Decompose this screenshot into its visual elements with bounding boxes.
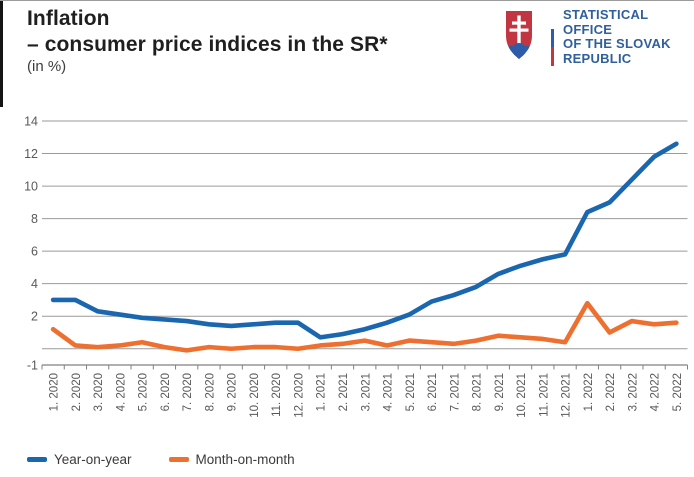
- logo-text: STATISTICAL OFFICE OF THE SLOVAK REPUBLI…: [563, 7, 671, 66]
- x-axis-label: 4. 2021: [383, 373, 395, 411]
- left-border-bar: [0, 0, 3, 107]
- legend-label-month-on-month: Month-on-month: [195, 452, 295, 467]
- x-axis-label: 2. 2020: [71, 373, 83, 411]
- title-line-1: Inflation: [27, 7, 110, 30]
- x-axis-label: 11. 2021: [538, 373, 550, 417]
- x-axis-label: 1. 2021: [316, 373, 328, 411]
- x-axis-label: 7. 2020: [182, 373, 194, 411]
- slovak-coat-of-arms-icon: [506, 11, 532, 59]
- top-border-line: [0, 0, 694, 1]
- logo-text-line: OF THE SLOVAK: [563, 36, 671, 51]
- x-axis-label: 5. 2022: [672, 373, 684, 411]
- x-axis-label: 8. 2020: [204, 373, 216, 411]
- y-axis-label: 12: [24, 147, 38, 161]
- stripe-blue: [551, 28, 554, 48]
- y-axis-label: -1: [27, 359, 38, 373]
- x-axis-label: 6. 2021: [427, 373, 439, 411]
- x-axis-label: 3. 2021: [360, 373, 372, 411]
- y-axis-label: 14: [24, 115, 38, 129]
- stripe-white: [551, 10, 554, 29]
- series-line-month-on-month: [50, 300, 679, 353]
- x-axis-label: 5. 2020: [138, 373, 150, 411]
- legend-item-year-on-year: Year-on-year: [27, 452, 132, 467]
- x-axis-label: 3. 2020: [93, 373, 105, 411]
- legend-label-year-on-year: Year-on-year: [54, 452, 132, 467]
- x-axis-label: 1. 2020: [49, 373, 61, 411]
- x-axis-label: 10. 2021: [516, 373, 528, 418]
- logo-flag-stripe: [551, 10, 554, 67]
- stripe-red: [551, 47, 554, 67]
- page-title: Inflation – consumer price indices in th…: [27, 6, 388, 58]
- legend-item-month-on-month: Month-on-month: [168, 452, 295, 467]
- x-axis-label: 5. 2021: [405, 373, 417, 411]
- logo-text-line: STATISTICAL: [563, 7, 649, 22]
- logo-text-line: OFFICE: [563, 21, 613, 37]
- x-axis-label: 2. 2022: [605, 373, 617, 411]
- x-axis-label: 3. 2022: [627, 373, 639, 411]
- statistical-office-logo: STATISTICAL OFFICE OF THE SLOVAK REPUBLI…: [504, 7, 689, 68]
- y-axis-label: 10: [24, 180, 38, 194]
- x-axis-label: 4. 2020: [115, 373, 127, 411]
- chart-legend: Year-on-year Month-on-month: [27, 452, 332, 467]
- x-axis-label: 9. 2021: [494, 373, 506, 411]
- x-axis-label: 4. 2022: [650, 373, 662, 411]
- x-axis-label: 10. 2020: [249, 373, 261, 418]
- title-line-2: – consumer price indices in the SR*: [27, 33, 388, 56]
- y-axis-label: 2: [31, 310, 38, 324]
- x-axis-label: 12. 2021: [561, 373, 573, 418]
- series-line-year-on-year: [50, 141, 679, 340]
- y-axis-label: 4: [31, 277, 38, 291]
- legend-swatch-month-on-month: [168, 457, 189, 462]
- x-axis-label: 9. 2020: [227, 373, 239, 411]
- x-axis-label: 1. 2022: [583, 373, 595, 411]
- logo-text-line: REPUBLIC: [563, 50, 632, 66]
- x-axis-label: 8. 2021: [472, 373, 484, 411]
- y-axis-label: 6: [31, 245, 38, 259]
- x-axis-label: 12. 2020: [293, 373, 305, 418]
- x-axis-label: 11. 2020: [271, 373, 283, 417]
- x-axis-label: 2. 2021: [338, 373, 350, 411]
- chart-subtitle: (in %): [27, 58, 67, 75]
- legend-swatch-year-on-year: [27, 457, 47, 462]
- x-axis-label: 7. 2021: [449, 373, 461, 411]
- y-axis-label: 8: [31, 212, 38, 226]
- x-axis-label: 6. 2020: [160, 373, 172, 411]
